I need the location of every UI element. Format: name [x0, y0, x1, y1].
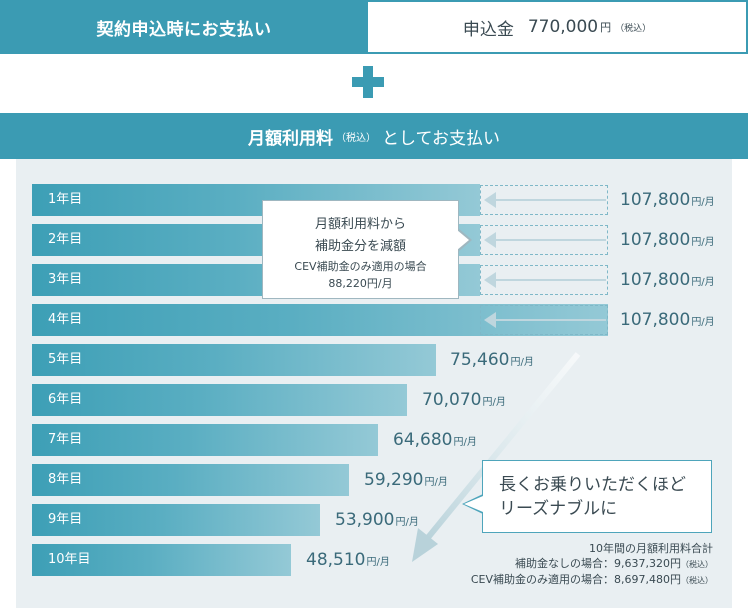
- application-fee-box: 申込金 770,000 円 （税込）: [368, 0, 748, 54]
- arrow-left-icon: [484, 272, 496, 288]
- year-label: 9年目: [48, 512, 83, 527]
- year-price: 64,680円/月: [393, 424, 477, 456]
- year-price: 107,800円/月: [620, 304, 715, 336]
- bar-fill: [32, 464, 349, 496]
- year-price: 75,460円/月: [450, 344, 534, 376]
- arrow-left-icon: [484, 192, 496, 208]
- price-value: 107,800: [620, 310, 691, 330]
- arrow-line: [494, 199, 606, 201]
- price-value: 48,510: [306, 550, 366, 570]
- totals-tax-note: （税込）: [681, 576, 713, 585]
- price-unit: 円/月: [691, 237, 715, 248]
- year-label: 4年目: [48, 312, 83, 327]
- decreasing-arrow-icon: [412, 352, 581, 562]
- bar-fill: [32, 504, 320, 536]
- price-unit: 円/月: [366, 557, 390, 568]
- application-fee-label: 申込金: [462, 19, 514, 40]
- monthly-title-main: 月額利用料: [248, 128, 333, 149]
- year-label: 10年目: [48, 552, 91, 567]
- price-unit: 円/月: [510, 357, 534, 368]
- price-value: 75,460: [450, 350, 510, 370]
- arrow-left-icon: [484, 312, 496, 328]
- arrow-line: [494, 319, 606, 321]
- price-unit: 円/月: [691, 197, 715, 208]
- price-value: 59,290: [364, 470, 424, 490]
- year-price: 53,900円/月: [335, 504, 419, 536]
- year-price: 48,510円/月: [306, 544, 390, 576]
- year-label: 8年目: [48, 472, 83, 487]
- monthly-payment-header: 月額利用料 （税込） としてお支払い: [0, 113, 748, 159]
- ten-year-totals: 10年間の月額利用料合計 補助金なしの場合：9,637,320円（税込） CEV…: [420, 541, 713, 588]
- price-value: 107,800: [620, 270, 691, 290]
- year-label: 6年目: [48, 392, 83, 407]
- bar-fill: [32, 544, 291, 576]
- price-value: 70,070: [422, 390, 482, 410]
- totals-tax-note: （税込）: [681, 560, 713, 569]
- monthly-title-rest: としてお支払い: [382, 128, 500, 149]
- year-price: 70,070円/月: [422, 384, 506, 416]
- bar-fill: [32, 424, 378, 456]
- year-label: 1年目: [48, 192, 83, 207]
- arrow-line: [494, 239, 606, 241]
- bar-fill: [32, 344, 436, 376]
- price-unit: 円/月: [424, 477, 448, 488]
- plus-icon: [352, 66, 384, 98]
- totals-with-cev-subsidy: CEV補助金のみ適用の場合：8,697,480円（税込）: [420, 572, 713, 588]
- bubble-tail-inner: [464, 496, 483, 512]
- price-value: 107,800: [620, 190, 691, 210]
- subsidy-dashed-box: [480, 185, 608, 215]
- price-unit: 円/月: [691, 277, 715, 288]
- subsidy-callout: 月額利用料から 補助金分を減額 CEV補助金のみ適用の場合 88,220円/月: [262, 200, 459, 299]
- bubble-line-2: リーズナブルに: [499, 499, 618, 519]
- callout-tail-inner: [457, 230, 469, 250]
- arrow-left-icon: [484, 232, 496, 248]
- subsidy-dashed-box: [480, 225, 608, 255]
- upfront-payment-label: 契約申込時にお支払い: [96, 19, 272, 40]
- totals-heading: 10年間の月額利用料合計: [589, 542, 713, 555]
- monthly-title-tax: （税込）: [336, 132, 376, 144]
- callout-line-4: 88,220円/月: [328, 277, 393, 290]
- year-label: 3年目: [48, 272, 83, 287]
- price-value: 53,900: [335, 510, 395, 530]
- arrow-line: [494, 279, 606, 281]
- year-label: 7年目: [48, 432, 83, 447]
- price-unit: 円/月: [395, 517, 419, 528]
- callout-line-2: 補助金分を減額: [314, 239, 406, 254]
- year-price: 107,800円/月: [620, 264, 715, 296]
- year-price: 59,290円/月: [364, 464, 448, 496]
- totals-with-cev-text: CEV補助金のみ適用の場合：8,697,480円: [470, 573, 681, 586]
- price-unit: 円/月: [691, 317, 715, 328]
- application-fee-unit: 円: [600, 21, 612, 34]
- application-fee-amount: 770,000: [527, 17, 599, 37]
- price-value: 64,680: [393, 430, 453, 450]
- price-unit: 円/月: [482, 397, 506, 408]
- year-price: 107,800円/月: [620, 184, 715, 216]
- price-value: 107,800: [620, 230, 691, 250]
- bubble-line-1: 長くお乗りいただくほど: [499, 475, 686, 495]
- callout-line-1: 月額利用料から: [314, 217, 406, 232]
- bar-fill: [32, 384, 407, 416]
- year-label: 2年目: [48, 232, 83, 247]
- upfront-payment-header: 契約申込時にお支払い: [0, 0, 368, 54]
- price-unit: 円/月: [453, 437, 477, 448]
- year-price: 107,800円/月: [620, 224, 715, 256]
- subsidy-dashed-box: [480, 305, 608, 335]
- year-label: 5年目: [48, 352, 83, 367]
- application-fee-tax: （税込）: [615, 23, 652, 34]
- reasonable-bubble: 長くお乗りいただくほど リーズナブルに: [482, 460, 712, 533]
- subsidy-dashed-box: [480, 265, 608, 295]
- callout-line-3: CEV補助金のみ適用の場合: [294, 260, 427, 273]
- totals-without-subsidy-text: 補助金なしの場合：9,637,320円: [515, 557, 681, 570]
- totals-without-subsidy: 補助金なしの場合：9,637,320円（税込）: [420, 556, 713, 572]
